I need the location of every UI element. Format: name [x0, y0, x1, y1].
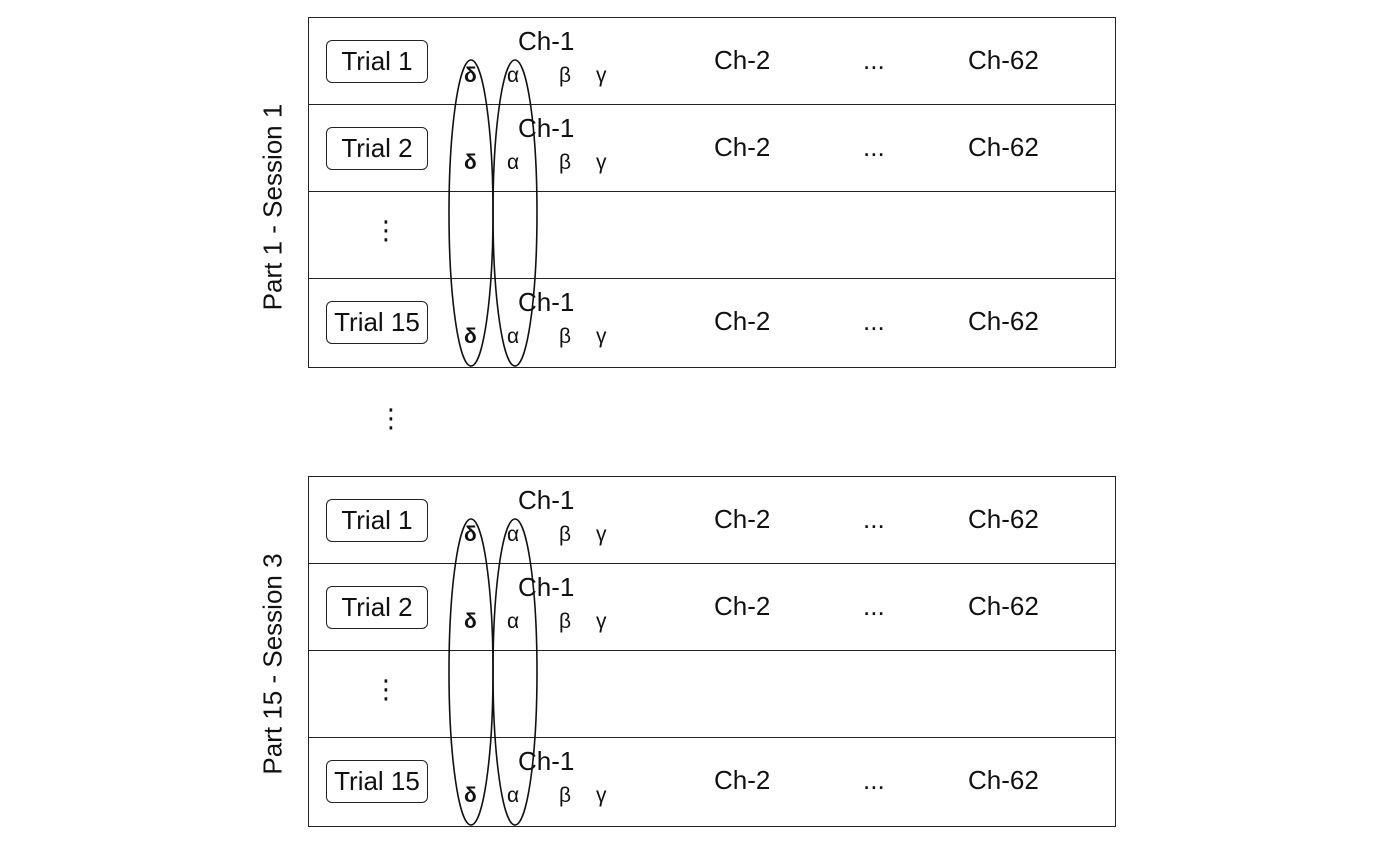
- channel-1-label: Ch-1: [518, 746, 575, 776]
- channel-1-label: Ch-1: [518, 287, 575, 317]
- band-alpha: α: [507, 64, 520, 87]
- trial-label-box: Trial 2: [326, 127, 428, 170]
- band-gamma: γ: [596, 325, 607, 348]
- channel-2-label: Ch-2: [714, 591, 771, 621]
- band-beta: β: [559, 64, 572, 87]
- band-alpha: α: [507, 151, 520, 174]
- channel-ellipsis: ...: [863, 306, 885, 336]
- channel-2-label: Ch-2: [714, 306, 771, 336]
- trial-row: Trial 1 Ch-1 δ α β γ Ch-2 ... Ch-62: [309, 18, 1115, 105]
- block-part15-session3: Trial 1 Ch-1 δ α β γ Ch-2 ... Ch-62 Tria…: [308, 476, 1116, 827]
- trial-row: Trial 15 Ch-1 δ α β γ Ch-2 ... Ch-62: [309, 738, 1115, 825]
- band-gamma: γ: [596, 784, 607, 807]
- channel-1-label: Ch-1: [518, 113, 575, 143]
- channel-2-label: Ch-2: [714, 765, 771, 795]
- band-beta: β: [559, 325, 572, 348]
- block-1-label: Part 1 - Session 1: [257, 103, 288, 311]
- band-beta: β: [559, 523, 572, 546]
- band-gamma: γ: [596, 151, 607, 174]
- channel-2-label: Ch-2: [714, 504, 771, 534]
- channel-1-label: Ch-1: [518, 485, 575, 515]
- channel-ellipsis: ...: [863, 591, 885, 621]
- trial-label-box: Trial 15: [326, 760, 428, 803]
- between-blocks-ellipsis: ⋮: [378, 403, 404, 433]
- ellipsis-row: ⋮: [309, 651, 1115, 738]
- channel-62-label: Ch-62: [968, 45, 1039, 75]
- row-ellipsis: ⋮: [373, 215, 399, 245]
- band-delta: δ: [464, 523, 477, 546]
- trial-row: Trial 2 Ch-1 δ α β γ Ch-2 ... Ch-62: [309, 564, 1115, 651]
- block-part1-session1: Trial 1 Ch-1 δ α β γ Ch-2 ... Ch-62 Tria…: [308, 17, 1116, 368]
- channel-ellipsis: ...: [863, 132, 885, 162]
- band-gamma: γ: [596, 610, 607, 633]
- channel-1-label: Ch-1: [518, 572, 575, 602]
- trial-row: Trial 1 Ch-1 δ α β γ Ch-2 ... Ch-62: [309, 477, 1115, 564]
- trial-label-box: Trial 1: [326, 40, 428, 83]
- band-alpha: α: [507, 325, 520, 348]
- trial-label-box: Trial 2: [326, 586, 428, 629]
- channel-ellipsis: ...: [863, 504, 885, 534]
- channel-62-label: Ch-62: [968, 132, 1039, 162]
- band-delta: δ: [464, 64, 477, 87]
- trial-label-box: Trial 15: [326, 301, 428, 344]
- band-delta: δ: [464, 784, 477, 807]
- channel-ellipsis: ...: [863, 765, 885, 795]
- channel-62-label: Ch-62: [968, 504, 1039, 534]
- band-alpha: α: [507, 610, 520, 633]
- channel-62-label: Ch-62: [968, 765, 1039, 795]
- channel-1-label: Ch-1: [518, 26, 575, 56]
- band-delta: δ: [464, 325, 477, 348]
- channel-2-label: Ch-2: [714, 132, 771, 162]
- block-2-label: Part 15 - Session 3: [257, 553, 288, 775]
- trial-label-box: Trial 1: [326, 499, 428, 542]
- band-delta: δ: [464, 151, 477, 174]
- band-beta: β: [559, 610, 572, 633]
- band-alpha: α: [507, 784, 520, 807]
- trial-row: Trial 2 Ch-1 δ α β γ Ch-2 ... Ch-62: [309, 105, 1115, 192]
- band-beta: β: [559, 151, 572, 174]
- ellipsis-row: ⋮: [309, 192, 1115, 279]
- band-alpha: α: [507, 523, 520, 546]
- band-gamma: γ: [596, 523, 607, 546]
- band-gamma: γ: [596, 64, 607, 87]
- band-delta: δ: [464, 610, 477, 633]
- channel-62-label: Ch-62: [968, 306, 1039, 336]
- channel-2-label: Ch-2: [714, 45, 771, 75]
- trial-row: Trial 15 Ch-1 δ α β γ Ch-2 ... Ch-62: [309, 279, 1115, 366]
- row-ellipsis: ⋮: [373, 674, 399, 704]
- channel-ellipsis: ...: [863, 45, 885, 75]
- band-beta: β: [559, 784, 572, 807]
- channel-62-label: Ch-62: [968, 591, 1039, 621]
